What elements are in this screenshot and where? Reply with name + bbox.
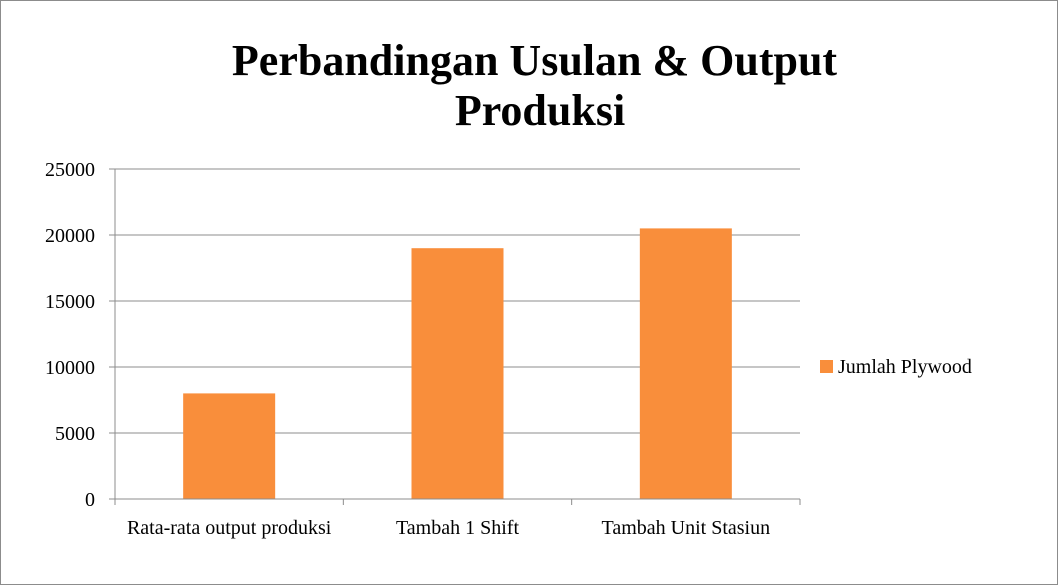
y-tick-label: 10000 xyxy=(45,357,95,379)
bar xyxy=(183,393,276,499)
legend-swatch xyxy=(820,360,833,373)
bar xyxy=(639,228,732,499)
legend-label: Jumlah Plywood xyxy=(838,356,972,378)
x-tick-label: Rata-rata output produksi xyxy=(127,517,332,539)
y-tick-label: 0 xyxy=(85,489,95,511)
y-tick-label: 20000 xyxy=(45,225,95,247)
y-tick-label: 15000 xyxy=(45,291,95,313)
x-tick-label: Tambah 1 Shift xyxy=(396,517,519,539)
bar xyxy=(411,248,504,499)
y-tick-label: 25000 xyxy=(45,159,95,181)
chart-title: Perbandingan Usulan & Output Produksi xyxy=(232,36,848,135)
y-tick-label: 5000 xyxy=(55,423,95,445)
x-tick-label: Tambah Unit Stasiun xyxy=(602,517,771,539)
